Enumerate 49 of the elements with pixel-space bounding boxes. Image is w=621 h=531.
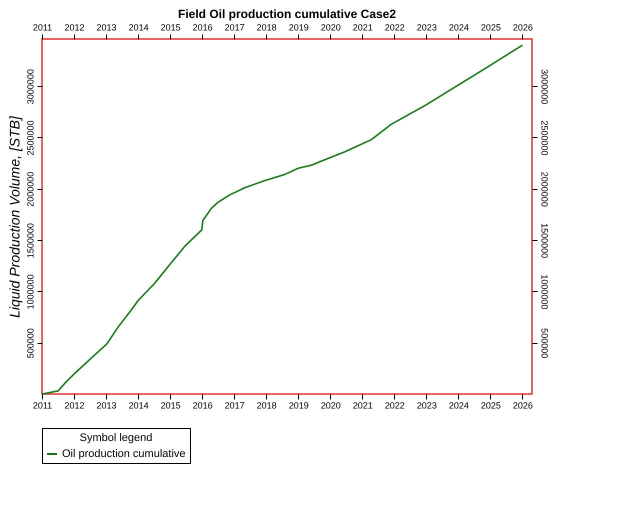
- x-tick-label: 2020: [320, 400, 341, 410]
- legend-title: Symbol legend: [80, 432, 152, 444]
- y-tick-label: 1000000: [26, 274, 36, 310]
- y2-tick-label: 1000000: [540, 274, 550, 310]
- y-tick-label: 3000000: [26, 69, 36, 104]
- x2-tick-label: 2023: [416, 22, 437, 32]
- x2-tick-label: 2022: [384, 22, 405, 32]
- x-tick-label: 2022: [384, 400, 405, 410]
- x2-tick-label: 2015: [160, 22, 181, 32]
- x-tick-label: 2017: [224, 400, 245, 410]
- x-tick-label: 2018: [256, 400, 277, 410]
- x2-tick-label: 2020: [320, 22, 341, 32]
- y2-tick-label: 1500000: [540, 223, 550, 258]
- x-tick-label: 2013: [96, 400, 117, 410]
- x-tick-label: 2011: [32, 400, 52, 410]
- x2-tick-label: 2025: [480, 22, 501, 32]
- x-tick-label: 2026: [512, 400, 533, 410]
- x2-tick-label: 2021: [352, 22, 373, 32]
- x2-tick-label: 2012: [64, 22, 85, 32]
- x-tick-label: 2019: [288, 400, 309, 410]
- x2-tick-label: 2013: [96, 22, 117, 32]
- x2-tick-label: 2017: [224, 22, 245, 32]
- y2-tick-label: 2500000: [540, 120, 550, 156]
- chart-title: Field Oil production cumulative Case2: [178, 7, 396, 21]
- x-tick-label: 2014: [128, 400, 149, 410]
- x2-tick-label: 2011: [32, 22, 52, 32]
- x-tick-label: 2016: [192, 400, 213, 410]
- y-tick-label: 2000000: [26, 172, 36, 207]
- legend-label: Oil production cumulative: [62, 448, 186, 460]
- x2-tick-label: 2026: [512, 22, 533, 32]
- y-axis-title: Liquid Production Volume, [STB]: [6, 114, 22, 318]
- x2-tick-label: 2016: [192, 22, 213, 32]
- x-tick-label: 2025: [480, 400, 501, 410]
- y-tick-label: 500000: [26, 328, 36, 358]
- x2-tick-label: 2019: [288, 22, 309, 32]
- x-tick-label: 2024: [448, 400, 469, 410]
- x2-tick-label: 2018: [256, 22, 277, 32]
- x-tick-label: 2012: [64, 400, 85, 410]
- y2-tick-label: 3000000: [540, 69, 550, 104]
- y-tick-label: 1500000: [26, 223, 36, 258]
- x-tick-label: 2015: [160, 400, 181, 410]
- x-tick-label: 2023: [416, 400, 437, 410]
- x2-tick-label: 2024: [448, 22, 469, 32]
- x2-tick-label: 2014: [128, 22, 149, 32]
- y2-tick-label: 2000000: [540, 172, 550, 207]
- line-series: [41, 44, 524, 395]
- y-tick-label: 2500000: [26, 120, 36, 156]
- y2-tick-label: 500000: [540, 328, 550, 358]
- x-tick-label: 2021: [352, 400, 373, 410]
